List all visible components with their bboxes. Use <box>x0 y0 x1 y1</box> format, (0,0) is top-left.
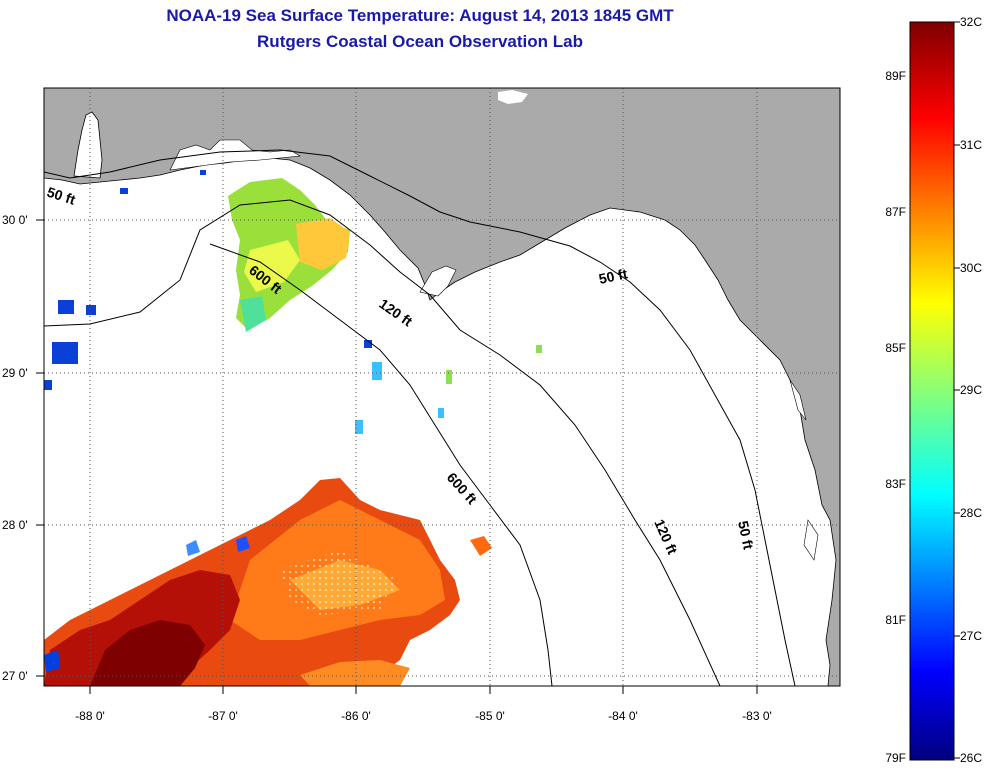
colorbar-celsius-label: 31C <box>960 138 982 152</box>
y-tick-label: 29 0' <box>2 366 28 380</box>
x-tick-label: -85 0' <box>475 709 505 723</box>
y-tick-label: 27 0' <box>2 669 28 683</box>
x-tick-label: -88 0' <box>75 709 105 723</box>
mobile-bay <box>73 111 103 179</box>
y-tick-label: 28 0' <box>2 518 28 532</box>
colorbar <box>909 21 955 761</box>
map-subtitle: Rutgers Coastal Ocean Observation Lab <box>257 32 583 51</box>
x-tick-label: -83 0' <box>742 709 772 723</box>
colorbar-fahrenheit-label: 89F <box>885 69 906 83</box>
x-tick-label: -84 0' <box>608 709 638 723</box>
contour-label-50ft-east: 50 ft <box>597 265 629 287</box>
x-tick-label: -86 0' <box>341 709 371 723</box>
grid-lines <box>44 88 840 686</box>
colorbar-celsius-label: 32C <box>960 15 982 29</box>
inland-lake <box>498 90 528 104</box>
sst-coastal-pixels <box>44 170 372 390</box>
sst-patch-north <box>228 178 350 332</box>
colorbar-celsius-label: 28C <box>960 506 982 520</box>
map-title: NOAA-19 Sea Surface Temperature: August … <box>166 6 674 25</box>
colorbar-celsius-label: 29C <box>960 383 982 397</box>
contour-label-50ft-south: 50 ft <box>735 519 757 551</box>
colorbar-celsius-label: 27C <box>960 629 982 643</box>
colorbar-fahrenheit-label: 83F <box>885 477 906 491</box>
colorbar-fahrenheit-label: 87F <box>885 205 906 219</box>
x-tick-label: -87 0' <box>208 709 238 723</box>
sst-patch-south <box>44 478 492 686</box>
colorbar-celsius-label: 30C <box>960 261 982 275</box>
estuary <box>419 265 457 297</box>
colorbar-fahrenheit-label: 79F <box>885 751 906 765</box>
colorbar-celsius-label: 26C <box>960 751 982 765</box>
colorbar-fahrenheit-label: 81F <box>885 613 906 627</box>
bathymetry-contours <box>44 149 796 686</box>
colorbar-fahrenheit-label: 85F <box>885 341 906 355</box>
y-tick-label: 30 0' <box>2 213 28 227</box>
